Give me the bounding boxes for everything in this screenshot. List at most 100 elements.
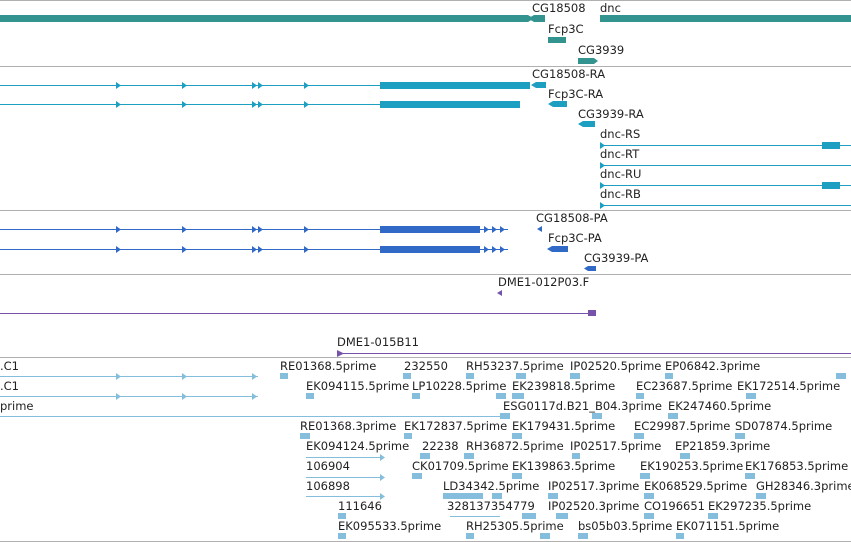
est-feature[interactable] bbox=[644, 493, 654, 499]
clone-feature[interactable] bbox=[497, 290, 502, 296]
est-feature[interactable] bbox=[420, 453, 430, 459]
gene-feature[interactable] bbox=[578, 58, 594, 64]
est-label[interactable]: EK094115.5prime bbox=[306, 379, 409, 393]
est-label[interactable]: CO196651 bbox=[644, 499, 705, 513]
est-label[interactable]: SD07874.5prime bbox=[735, 419, 832, 433]
est-label[interactable]: RH53237.5prime bbox=[466, 359, 564, 373]
est-label[interactable]: EC23687.5prime bbox=[636, 379, 732, 393]
transcript-exon[interactable] bbox=[380, 101, 520, 108]
est-feature[interactable] bbox=[466, 373, 474, 379]
est-feature[interactable] bbox=[300, 433, 310, 439]
est-label[interactable]: 106898 bbox=[306, 479, 350, 493]
est-label[interactable]: 22238 bbox=[422, 439, 459, 453]
transcript-label[interactable]: dnc-RB bbox=[600, 187, 641, 201]
est-label[interactable]: EK297235.5prime bbox=[708, 499, 811, 513]
est-label[interactable]: EK190253.5prime bbox=[640, 459, 743, 473]
est-feature[interactable] bbox=[412, 393, 420, 399]
est-feature[interactable] bbox=[708, 513, 718, 519]
est-label[interactable]: EP06842.3prime bbox=[665, 359, 760, 373]
transcript-exon[interactable] bbox=[536, 82, 546, 88]
est-label[interactable]: EK094124.5prime bbox=[306, 439, 409, 453]
transcript-label[interactable]: Fcp3C-RA bbox=[548, 87, 603, 101]
est-feature[interactable] bbox=[306, 393, 314, 399]
est-label[interactable]: LD34342.5prime bbox=[443, 479, 539, 493]
est-label[interactable]: EK179431.5prime bbox=[512, 419, 615, 433]
est-feature[interactable] bbox=[403, 373, 411, 379]
gene-label[interactable]: dnc bbox=[600, 1, 621, 15]
gene-feature[interactable] bbox=[548, 37, 566, 43]
est-feature[interactable] bbox=[338, 533, 346, 539]
transcript-label[interactable]: CG18508-RA bbox=[532, 67, 605, 81]
transcript-exon[interactable] bbox=[380, 82, 530, 89]
est-label[interactable]: ESG0117d.B21_B04.3prime bbox=[503, 399, 662, 413]
est-label[interactable]: EK095533.5prime bbox=[338, 519, 441, 533]
transcript-exon[interactable] bbox=[822, 142, 840, 149]
est-label[interactable]: EK176853.5prime bbox=[745, 459, 848, 473]
est-feature[interactable] bbox=[634, 433, 644, 439]
est-feature[interactable] bbox=[644, 513, 654, 519]
est-label[interactable]: 328137354779 bbox=[447, 499, 535, 513]
est-feature[interactable] bbox=[412, 473, 422, 479]
est-label[interactable]: EC29987.5prime bbox=[634, 419, 730, 433]
clone-label[interactable]: DME1-012P03.F bbox=[498, 275, 589, 289]
protein-exon[interactable] bbox=[552, 246, 568, 252]
est-label[interactable]: IP02520.3prime bbox=[548, 499, 639, 513]
est-label[interactable]: IP02517.5prime bbox=[570, 439, 661, 453]
est-feature[interactable] bbox=[680, 453, 690, 459]
est-feature[interactable] bbox=[492, 493, 502, 499]
protein-exon[interactable] bbox=[588, 266, 596, 271]
clone-feature[interactable] bbox=[337, 350, 344, 357]
est-label[interactable]: RH36872.5prime bbox=[466, 439, 564, 453]
est-label[interactable]: EK239818.5prime bbox=[512, 379, 615, 393]
protein-label[interactable]: Fcp3C-PA bbox=[548, 231, 602, 245]
est-label[interactable]: bs05b03.5prime bbox=[578, 519, 672, 533]
est-feature[interactable] bbox=[443, 493, 483, 499]
protein-exon[interactable] bbox=[380, 246, 480, 253]
gene-feature[interactable] bbox=[0, 15, 528, 22]
protein-label[interactable]: CG3939-PA bbox=[584, 251, 649, 265]
transcript-exon[interactable] bbox=[553, 101, 567, 107]
est-label[interactable]: LP10228.5prime bbox=[412, 379, 506, 393]
protein-label[interactable]: CG18508-PA bbox=[536, 211, 608, 225]
est-feature[interactable] bbox=[512, 433, 522, 439]
protein-exon[interactable] bbox=[380, 226, 480, 233]
est-feature[interactable] bbox=[746, 393, 756, 399]
est-feature[interactable] bbox=[548, 493, 558, 499]
est-label[interactable]: RE01368.3prime bbox=[300, 419, 396, 433]
est-label[interactable]: EK068529.5prime bbox=[644, 479, 747, 493]
est-label[interactable]: EP21859.3prime bbox=[675, 439, 770, 453]
est-label[interactable]: 232550 bbox=[404, 359, 448, 373]
transcript-label[interactable]: dnc-RU bbox=[600, 167, 641, 181]
est-feature[interactable] bbox=[464, 453, 474, 459]
est-feature[interactable] bbox=[836, 373, 846, 379]
clone-feature[interactable] bbox=[588, 310, 596, 316]
est-label[interactable]: CK01709.5prime bbox=[412, 459, 509, 473]
est-feature[interactable] bbox=[668, 413, 678, 419]
est-label[interactable]: .C1 bbox=[0, 379, 19, 393]
est-feature[interactable] bbox=[665, 373, 673, 379]
gene-feature[interactable] bbox=[534, 15, 545, 22]
est-label[interactable]: 106904 bbox=[306, 459, 350, 473]
transcript-label[interactable]: dnc-RS bbox=[600, 127, 640, 141]
est-label[interactable]: EK139863.5prime bbox=[512, 459, 615, 473]
est-feature[interactable] bbox=[496, 393, 506, 399]
est-feature[interactable] bbox=[280, 373, 288, 379]
est-feature[interactable] bbox=[578, 533, 588, 539]
est-label[interactable]: RE01368.5prime bbox=[280, 359, 376, 373]
est-feature[interactable] bbox=[512, 473, 522, 479]
gene-label[interactable]: CG18508 bbox=[532, 1, 586, 15]
est-feature[interactable] bbox=[404, 433, 412, 439]
est-feature[interactable] bbox=[512, 393, 524, 399]
est-feature[interactable] bbox=[756, 493, 766, 499]
est-label[interactable]: EK172514.5prime bbox=[737, 379, 840, 393]
est-label[interactable]: EK247460.5prime bbox=[668, 399, 771, 413]
gene-label[interactable]: CG3939 bbox=[578, 43, 624, 57]
est-feature[interactable] bbox=[745, 473, 755, 479]
est-label[interactable]: prime bbox=[0, 399, 34, 413]
est-feature[interactable] bbox=[640, 473, 650, 479]
est-feature[interactable] bbox=[556, 513, 568, 519]
est-feature[interactable] bbox=[522, 513, 536, 519]
gene-feature[interactable] bbox=[600, 15, 851, 22]
est-feature[interactable] bbox=[676, 533, 684, 539]
est-label[interactable]: IP02520.5prime bbox=[570, 359, 661, 373]
